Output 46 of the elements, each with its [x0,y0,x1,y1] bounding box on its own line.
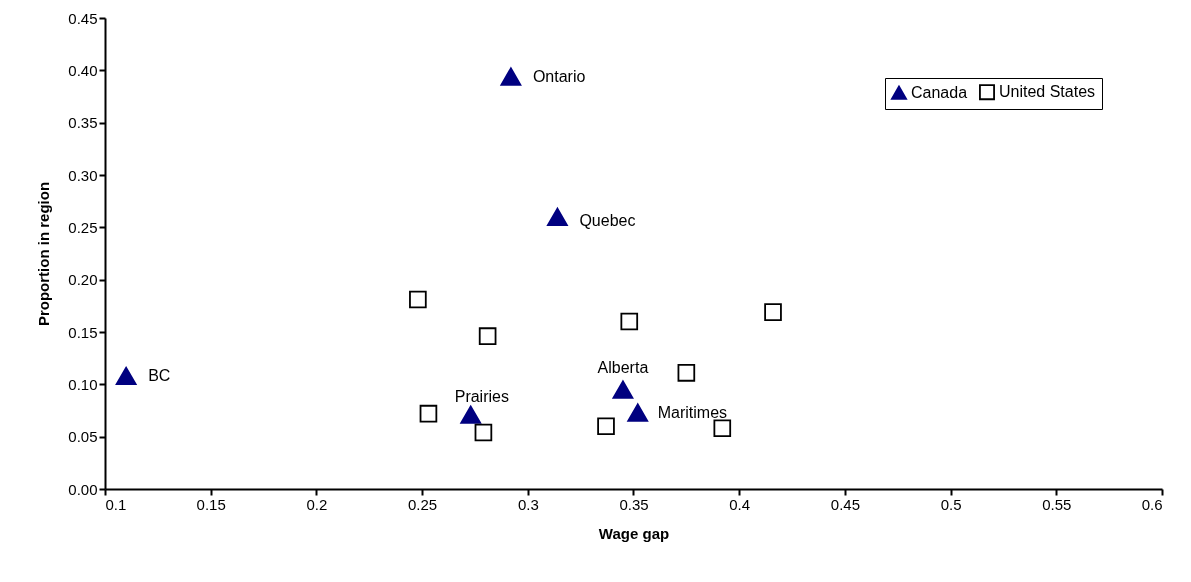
point [409,290,427,309]
point [474,423,493,442]
y-tick-label: 0.25 [68,218,98,236]
annotation: Prairies [454,387,509,405]
y-tick-label: 0.10 [68,375,98,393]
x-tick-label: 0.35 [619,495,649,513]
legend-label: Canada [911,83,968,101]
annotation: Alberta [597,358,649,376]
point [612,380,634,399]
point [620,312,639,331]
point [764,303,782,321]
x-tick-label: 0.3 [517,495,539,513]
y-tick-label: 0.00 [68,480,98,498]
x-tick-label: 0.25 [408,495,438,513]
x-tick-label: 0.6 [1141,495,1163,513]
point [627,403,649,422]
point [478,327,497,345]
point [460,405,482,424]
y-tick-label: 0.35 [68,114,98,132]
legend-label: United States [999,83,1096,101]
point [713,419,732,438]
x-tick-label: 0.55 [1042,495,1072,513]
point [677,364,696,382]
x-axis-title: Wage gap [598,524,670,542]
y-tick-label: 0.40 [68,61,98,79]
y-tick-label: 0.45 [68,9,98,27]
x-tick-label: 0.15 [196,495,226,513]
annotation: Maritimes [657,403,728,421]
y-tick-label: 0.15 [68,323,98,341]
y-tick-label: 0.20 [68,271,98,289]
annotation: Quebec [579,211,636,229]
annotation: BC [148,366,171,384]
point [115,366,137,386]
point [419,404,438,423]
point [597,417,615,436]
x-tick-label: 0.5 [940,495,962,513]
point [500,67,522,86]
y-tick-label: 0.30 [68,166,98,184]
annotation: Ontario [532,67,586,85]
y-axis-title: Proportion in region [35,181,53,327]
y-tick-label: 0.05 [68,428,98,446]
x-tick-label: 0.45 [830,495,860,513]
x-tick-label: 0.2 [306,495,328,513]
point [547,207,568,226]
x-tick-label: 0.1 [105,495,127,513]
x-tick-label: 0.4 [729,495,751,513]
